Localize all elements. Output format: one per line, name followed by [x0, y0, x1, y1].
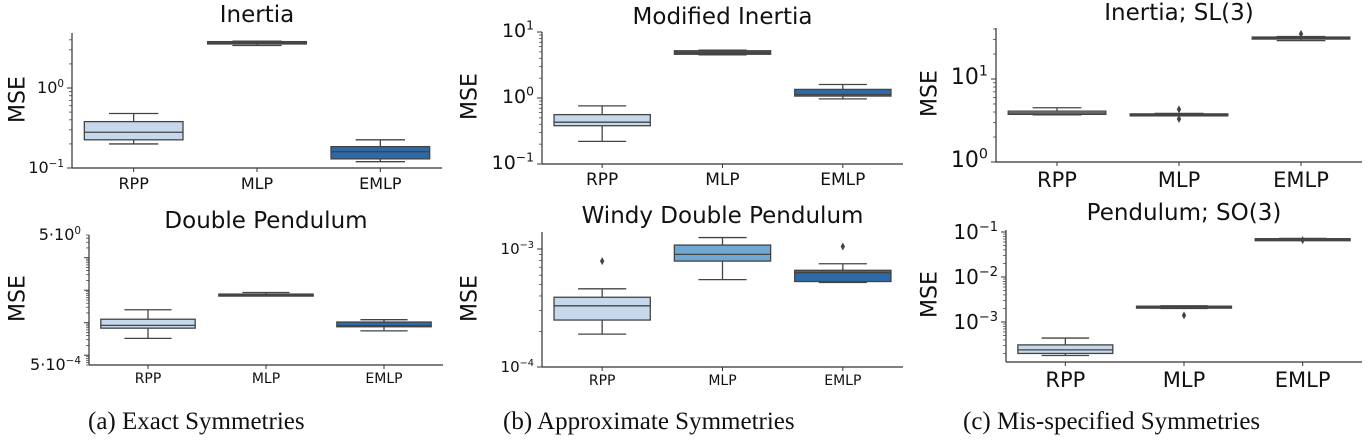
x-tick-label-emlp: EMLP: [359, 174, 402, 193]
iqr-box: [330, 145, 431, 160]
outlier-diamond: [1298, 29, 1304, 38]
box-rpp: [83, 112, 184, 145]
y-tick-label: 10−2: [953, 264, 998, 289]
box-emlp: [1251, 29, 1351, 42]
box-emlp: [794, 83, 892, 100]
outlier-diamond: [840, 242, 846, 251]
y-tick-label: 100: [37, 77, 64, 98]
box-mlp: [207, 40, 307, 47]
x-tick-label-rpp: RPP: [1037, 168, 1077, 192]
y-tick-label: 10−1: [491, 150, 534, 175]
subplot-title: Inertia; SL(3): [1104, 0, 1254, 26]
y-axis-label: MSE: [5, 275, 31, 322]
y-axis-label: MSE: [917, 70, 943, 117]
x-tick-label-emlp: EMLP: [1273, 168, 1329, 192]
iqr-box: [794, 269, 892, 283]
box-emlp: [794, 242, 892, 284]
subplot-title: Modified Inertia: [632, 4, 813, 30]
y-tick-label: 5·100: [38, 224, 81, 245]
x-tick-label-rpp: RPP: [134, 371, 162, 387]
y-tick-label: 100: [950, 146, 988, 174]
subplot-title: Double Pendulum: [164, 208, 368, 234]
outlier-diamond: [1176, 114, 1182, 123]
box-rpp: [100, 309, 196, 340]
outlier-diamond: [599, 257, 605, 266]
x-tick-label-emlp: EMLP: [1274, 368, 1331, 392]
caption-a: (a) Exact Symmetries: [88, 408, 305, 435]
box-mlp: [1135, 305, 1233, 320]
boxplot-b_bottom: [537, 232, 903, 371]
box-mlp: [218, 291, 314, 297]
x-tick-label-mlp: MLP: [240, 174, 274, 193]
caption-c: (c) Mis-specified Symmetries: [963, 408, 1261, 435]
boxplot-a_bottom: [84, 234, 443, 369]
outlier-diamond: [1176, 105, 1182, 114]
y-axis-label: MSE: [5, 75, 31, 123]
x-tick-label-mlp: MLP: [705, 170, 740, 190]
y-tick-label: 10−3: [500, 239, 534, 258]
y-tick-label: 5·10−4: [30, 354, 81, 375]
box-rpp: [1007, 107, 1107, 116]
box-mlp: [1129, 105, 1229, 123]
iqr-box: [336, 321, 432, 328]
box-mlp: [673, 49, 772, 56]
x-tick-label-mlp: MLP: [1157, 168, 1201, 192]
x-tick-label-emlp: EMLP: [820, 170, 866, 190]
x-tick-label-emlp: EMLP: [824, 373, 862, 389]
x-tick-label-emlp: EMLP: [365, 371, 403, 387]
y-tick-label: 100: [501, 84, 534, 109]
y-axis-label: MSE: [457, 73, 483, 120]
iqr-box: [553, 113, 651, 127]
y-tick-label: 10−4: [500, 357, 534, 376]
box-emlp: [1254, 236, 1351, 245]
iqr-box: [553, 296, 651, 321]
box-emlp: [336, 319, 432, 332]
box-rpp: [553, 105, 651, 143]
boxplot-c_bottom: [1001, 230, 1362, 366]
iqr-box: [83, 120, 184, 141]
box-rpp: [1017, 337, 1114, 357]
y-tick-label: 101: [501, 18, 534, 43]
iqr-box: [673, 244, 772, 262]
outlier-diamond: [1181, 311, 1187, 320]
boxplot-c_top: [991, 28, 1362, 166]
boxplot-a_top: [67, 33, 442, 172]
y-tick-label: 10−3: [953, 309, 998, 334]
box-rpp: [553, 257, 651, 335]
caption-b: (b) Approximate Symmetries: [503, 408, 795, 435]
x-tick-label-rpp: RPP: [585, 170, 619, 190]
subplot-title: Inertia: [219, 2, 295, 28]
box-emlp: [330, 139, 431, 163]
subplot-title: Windy Double Pendulum: [581, 203, 864, 229]
x-tick-label-mlp: MLP: [251, 371, 281, 387]
y-tick-label: 10−1: [953, 219, 998, 244]
iqr-box: [794, 88, 892, 97]
y-tick-label: 10−1: [28, 157, 64, 178]
iqr-box: [1017, 344, 1114, 355]
y-axis-label: MSE: [457, 274, 483, 322]
subplot-title: Pendulum; SO(3): [1086, 200, 1282, 226]
outlier-diamond: [1300, 236, 1305, 245]
x-tick-label-rpp: RPP: [118, 174, 149, 193]
iqr-box: [100, 318, 196, 329]
boxplot-b_top: [537, 31, 903, 168]
box-mlp: [673, 236, 772, 281]
x-tick-label-mlp: MLP: [1162, 368, 1206, 392]
x-tick-label-rpp: RPP: [588, 373, 616, 389]
x-tick-label-mlp: MLP: [708, 373, 737, 389]
y-axis-label: MSE: [917, 271, 943, 318]
x-tick-label-rpp: RPP: [1045, 368, 1086, 392]
y-tick-label: 101: [950, 63, 988, 91]
